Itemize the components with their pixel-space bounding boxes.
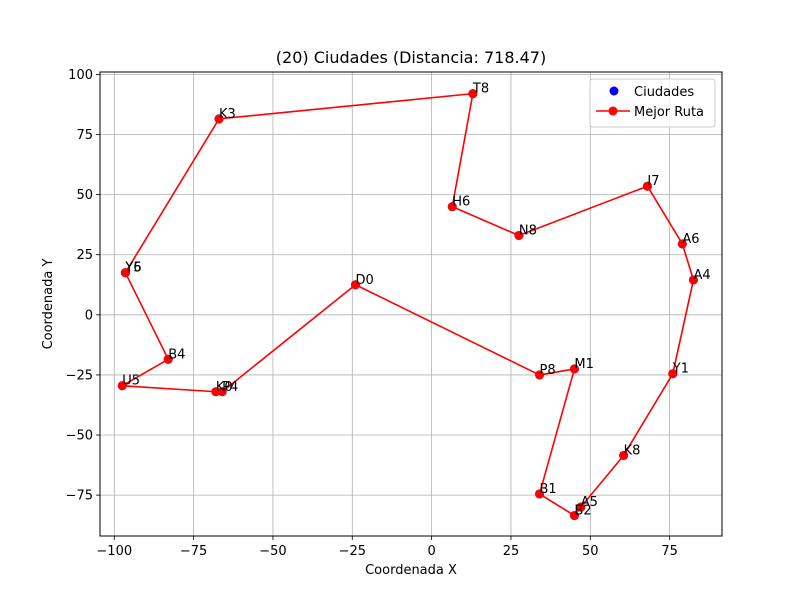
city-label: M1 bbox=[574, 357, 594, 372]
x-tick-label: 0 bbox=[427, 544, 435, 559]
route-segment bbox=[672, 279, 695, 374]
route-point bbox=[350, 280, 360, 290]
city-label: U5 bbox=[122, 374, 140, 389]
city-label: I7 bbox=[647, 174, 659, 189]
route-segment bbox=[451, 93, 474, 207]
plot-area-frame bbox=[99, 71, 723, 537]
route-segment bbox=[124, 272, 169, 360]
route-point bbox=[619, 450, 629, 460]
y-axis-ticks: −75 −50 −25 0 25 50 75 100 bbox=[66, 68, 100, 504]
route-segment bbox=[681, 243, 695, 281]
route-segment bbox=[121, 358, 169, 387]
x-tick-label: −50 bbox=[259, 544, 286, 559]
route-point bbox=[569, 364, 579, 374]
y-axis-label: Coordenada Y bbox=[41, 259, 56, 350]
route-point bbox=[447, 202, 457, 212]
route-point bbox=[642, 181, 652, 191]
route-segment bbox=[646, 185, 684, 245]
route-segment bbox=[622, 373, 674, 456]
y-tick-label: 25 bbox=[76, 248, 93, 263]
city-label: Y1 bbox=[672, 362, 689, 377]
city-label: P4 bbox=[222, 380, 238, 395]
route-point bbox=[535, 370, 545, 380]
route-segment bbox=[122, 384, 216, 393]
chart-title: (20) Ciudades (Distancia: 718.47) bbox=[276, 48, 546, 67]
route-segment bbox=[539, 493, 575, 517]
city-label: A4 bbox=[693, 268, 710, 283]
route-point bbox=[688, 275, 698, 285]
city-label: A5 bbox=[581, 495, 598, 510]
city-label: N8 bbox=[519, 223, 537, 238]
route-segment bbox=[451, 205, 520, 237]
x-axis-label: Coordenada X bbox=[365, 563, 457, 578]
route-segment bbox=[580, 454, 625, 508]
route-point bbox=[117, 381, 127, 391]
route-lines bbox=[121, 92, 695, 517]
city-label: D0 bbox=[355, 273, 373, 288]
route-segment bbox=[218, 92, 473, 120]
city-markers bbox=[117, 89, 698, 521]
city-label: Y5 bbox=[124, 261, 141, 276]
legend-ciudades-label: Ciudades bbox=[634, 85, 694, 100]
route-segment bbox=[355, 284, 540, 376]
legend-ciudades-marker bbox=[609, 86, 619, 96]
route-point bbox=[576, 502, 586, 512]
city-label: B4 bbox=[168, 347, 185, 362]
x-tick-label: −100 bbox=[96, 544, 132, 559]
city-label: K8 bbox=[624, 443, 641, 458]
city-label: H6 bbox=[452, 195, 470, 210]
city-label: P8 bbox=[540, 363, 556, 378]
route-point bbox=[211, 387, 221, 397]
city-label: A6 bbox=[682, 232, 699, 247]
x-tick-label: 50 bbox=[582, 544, 599, 559]
route-segment bbox=[221, 284, 356, 393]
grid bbox=[100, 72, 722, 536]
x-tick-label: 25 bbox=[503, 544, 520, 559]
x-tick-label: −25 bbox=[339, 544, 366, 559]
legend-box bbox=[589, 78, 716, 128]
route-point bbox=[569, 511, 579, 521]
city-label: B1 bbox=[540, 482, 557, 497]
legend: Ciudades Mejor Ruta bbox=[589, 78, 716, 128]
route-segment bbox=[124, 118, 220, 274]
x-tick-label: −75 bbox=[180, 544, 207, 559]
x-axis-ticks: −100 −75 −50 −25 0 25 50 75 bbox=[96, 536, 678, 559]
route-point bbox=[214, 114, 224, 124]
route-point bbox=[163, 354, 173, 364]
x-tick-label: 75 bbox=[661, 544, 678, 559]
route-point bbox=[668, 369, 678, 379]
route-point bbox=[120, 268, 130, 278]
route-point bbox=[535, 489, 545, 499]
y-tick-label: 0 bbox=[85, 308, 93, 323]
city-label: B2 bbox=[574, 504, 591, 519]
y-tick-label: 75 bbox=[76, 128, 93, 143]
y-tick-label: 100 bbox=[68, 68, 93, 83]
route-point bbox=[677, 239, 687, 249]
city-label: T8 bbox=[472, 82, 489, 97]
city-label: Y6 bbox=[124, 261, 141, 276]
route-point bbox=[217, 387, 227, 397]
city-label: K0 bbox=[216, 380, 233, 395]
route-segment bbox=[538, 368, 576, 495]
legend-ruta-label: Mejor Ruta bbox=[634, 105, 704, 120]
y-tick-label: 50 bbox=[76, 188, 93, 203]
y-tick-label: −75 bbox=[66, 489, 93, 504]
route-segment bbox=[539, 368, 575, 376]
legend-ruta-marker bbox=[608, 106, 618, 116]
y-tick-label: −25 bbox=[66, 368, 93, 383]
route-point bbox=[468, 89, 478, 99]
route-segment bbox=[518, 185, 648, 237]
route-point bbox=[514, 230, 524, 240]
city-label: K3 bbox=[219, 107, 236, 122]
y-tick-label: −50 bbox=[66, 429, 93, 444]
